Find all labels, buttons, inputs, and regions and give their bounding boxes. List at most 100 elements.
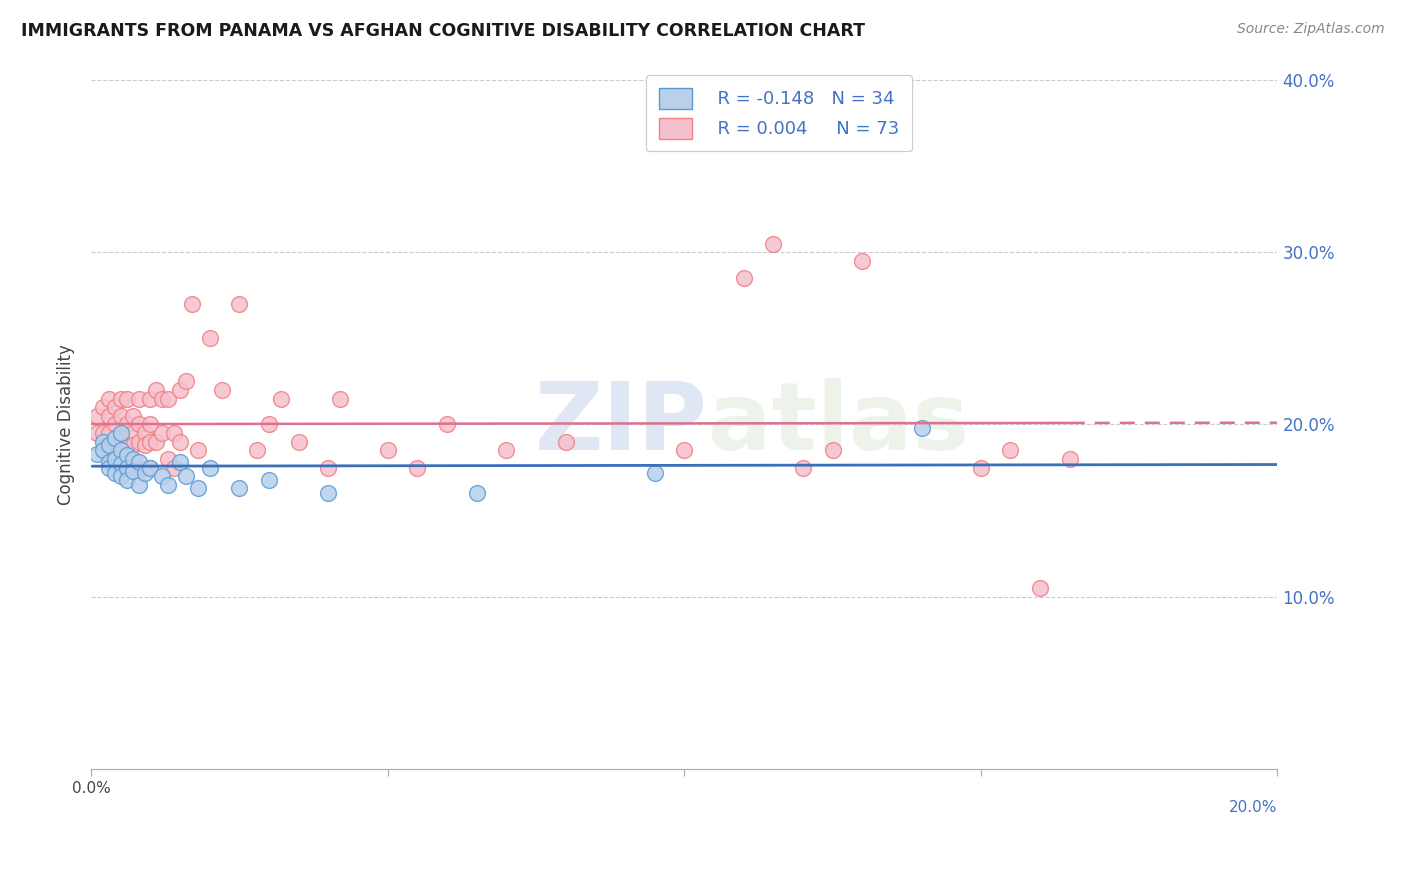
Point	[145, 434, 167, 449]
Point	[163, 426, 186, 441]
Point	[150, 392, 173, 406]
Point	[145, 383, 167, 397]
Point	[157, 452, 180, 467]
Point	[104, 466, 127, 480]
Point	[270, 392, 292, 406]
Point	[91, 401, 114, 415]
Point	[792, 460, 814, 475]
Point	[86, 426, 108, 441]
Point	[187, 481, 209, 495]
Point	[110, 409, 132, 423]
Point	[377, 443, 399, 458]
Point	[104, 417, 127, 432]
Point	[91, 426, 114, 441]
Point	[104, 452, 127, 467]
Point	[174, 375, 197, 389]
Point	[733, 271, 755, 285]
Point	[91, 443, 114, 458]
Point	[139, 417, 162, 432]
Point	[128, 392, 150, 406]
Point	[150, 469, 173, 483]
Point	[110, 460, 132, 475]
Point	[115, 417, 138, 432]
Point	[128, 477, 150, 491]
Point	[97, 460, 120, 475]
Point	[821, 443, 844, 458]
Point	[465, 486, 488, 500]
Point	[169, 434, 191, 449]
Point	[495, 443, 517, 458]
Legend:   R = -0.148   N = 34,   R = 0.004     N = 73: R = -0.148 N = 34, R = 0.004 N = 73	[647, 75, 912, 152]
Text: atlas: atlas	[709, 378, 969, 470]
Point	[150, 426, 173, 441]
Point	[673, 443, 696, 458]
Point	[318, 486, 340, 500]
Point	[910, 421, 932, 435]
Point	[115, 438, 138, 452]
Point	[97, 409, 120, 423]
Point	[97, 455, 120, 469]
Point	[121, 460, 143, 475]
Point	[115, 460, 138, 475]
Point	[115, 473, 138, 487]
Point	[1029, 581, 1052, 595]
Point	[851, 253, 873, 268]
Point	[97, 449, 120, 463]
Point	[436, 417, 458, 432]
Point	[121, 409, 143, 423]
Point	[139, 460, 162, 475]
Point	[121, 464, 143, 478]
Point	[187, 443, 209, 458]
Point	[110, 431, 132, 445]
Point	[128, 434, 150, 449]
Text: ZIP: ZIP	[536, 378, 709, 470]
Point	[139, 392, 162, 406]
Point	[121, 452, 143, 467]
Point	[134, 460, 156, 475]
Point	[318, 460, 340, 475]
Point	[97, 438, 120, 452]
Text: 20.0%: 20.0%	[1229, 799, 1278, 814]
Point	[104, 438, 127, 452]
Point	[1059, 452, 1081, 467]
Point	[110, 426, 132, 441]
Point	[104, 401, 127, 415]
Point	[169, 455, 191, 469]
Point	[157, 477, 180, 491]
Point	[329, 392, 352, 406]
Point	[115, 449, 138, 463]
Text: Source: ZipAtlas.com: Source: ZipAtlas.com	[1237, 22, 1385, 37]
Point	[115, 455, 138, 469]
Point	[257, 473, 280, 487]
Point	[139, 434, 162, 449]
Point	[181, 297, 204, 311]
Point	[246, 443, 269, 458]
Point	[287, 434, 309, 449]
Point	[174, 469, 197, 483]
Point	[91, 443, 114, 458]
Point	[198, 460, 221, 475]
Point	[554, 434, 576, 449]
Point	[97, 392, 120, 406]
Point	[406, 460, 429, 475]
Point	[128, 455, 150, 469]
Point	[1000, 443, 1022, 458]
Point	[228, 297, 250, 311]
Point	[97, 426, 120, 441]
Point	[970, 460, 993, 475]
Point	[139, 460, 162, 475]
Point	[86, 409, 108, 423]
Point	[110, 443, 132, 458]
Point	[134, 466, 156, 480]
Point	[198, 331, 221, 345]
Point	[134, 426, 156, 441]
Point	[104, 455, 127, 469]
Point	[128, 417, 150, 432]
Point	[110, 469, 132, 483]
Point	[169, 383, 191, 397]
Point	[86, 447, 108, 461]
Point	[257, 417, 280, 432]
Y-axis label: Cognitive Disability: Cognitive Disability	[58, 344, 75, 505]
Point	[121, 426, 143, 441]
Text: IMMIGRANTS FROM PANAMA VS AFGHAN COGNITIVE DISABILITY CORRELATION CHART: IMMIGRANTS FROM PANAMA VS AFGHAN COGNITI…	[21, 22, 865, 40]
